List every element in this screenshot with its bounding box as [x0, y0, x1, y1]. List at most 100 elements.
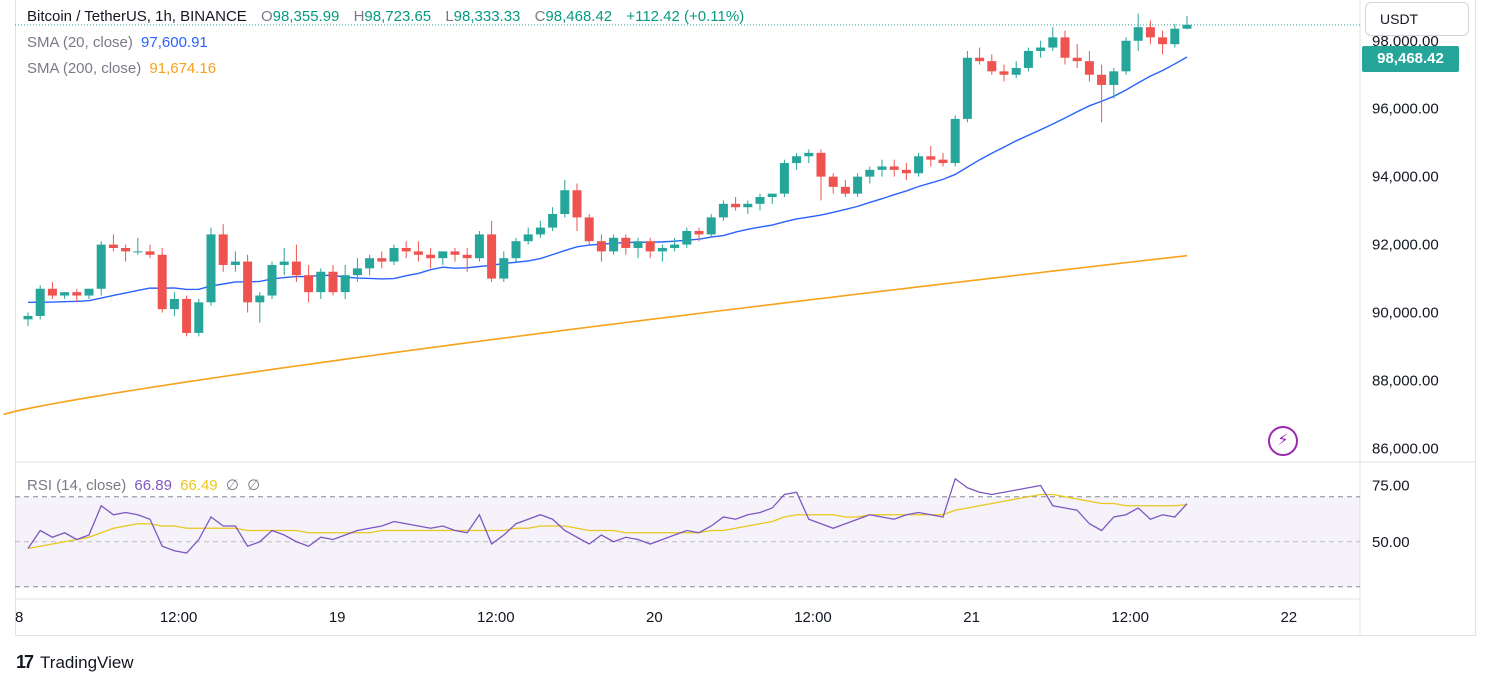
- candle-body: [1133, 27, 1143, 41]
- rsi-extra-2: ∅: [247, 477, 261, 494]
- symbol-name: Bitcoin / TetherUS, 1h, BINANCE: [27, 8, 247, 25]
- sma200-line: [3, 254, 1188, 416]
- open-value: 98,355.99: [272, 8, 340, 25]
- low-key: L: [445, 8, 454, 25]
- candle-body: [133, 251, 143, 253]
- candle-body: [84, 288, 94, 296]
- candle-body: [218, 234, 228, 265]
- candle-body: [182, 298, 192, 333]
- candle-body: [938, 159, 948, 164]
- candle-body: [645, 241, 655, 252]
- candle-body: [474, 234, 484, 259]
- rsi-legend[interactable]: RSI (14, close) 66.89 66.49 ∅ ∅: [27, 476, 264, 494]
- price-tick-label: 86,000.00: [1372, 440, 1439, 457]
- candle-body: [60, 292, 70, 296]
- candle-body: [1072, 57, 1082, 62]
- lightning-bolt-icon[interactable]: ⚡: [1268, 426, 1298, 456]
- candle-body: [72, 292, 82, 296]
- candle-body: [816, 152, 826, 177]
- high-key: H: [353, 8, 365, 25]
- candle-body: [743, 203, 753, 208]
- candle-body: [352, 268, 362, 276]
- sma20-label: SMA (20, close): [27, 34, 133, 51]
- candle-body: [621, 237, 631, 248]
- candle-body: [975, 57, 985, 62]
- candle-body: [96, 244, 106, 289]
- brand-logo[interactable]: 17 TradingView: [16, 652, 134, 673]
- high-value: 98,723.65: [364, 8, 432, 25]
- time-tick-label: 8: [15, 609, 23, 626]
- candle-body: [718, 203, 728, 218]
- candle-body: [1084, 61, 1094, 75]
- candle-body: [682, 231, 692, 245]
- time-tick-label: 19: [329, 609, 346, 626]
- price-tick-label: 96,000.00: [1372, 101, 1439, 118]
- candle-body: [779, 163, 789, 194]
- candle-body: [670, 244, 680, 248]
- candle-body: [987, 61, 997, 72]
- price-tick-label: 90,000.00: [1372, 305, 1439, 322]
- candle-body: [889, 166, 899, 170]
- candle-body: [1145, 27, 1155, 38]
- rsi-label: RSI (14, close): [27, 477, 127, 494]
- candle-body: [999, 71, 1009, 75]
- low-value: 98,333.33: [453, 8, 521, 25]
- symbol-legend: Bitcoin / TetherUS, 1h, BINANCE O98,355.…: [27, 8, 748, 25]
- candle-body: [499, 258, 509, 279]
- candle-body: [1097, 74, 1107, 85]
- candle-body: [206, 234, 216, 303]
- candle-body: [767, 193, 777, 198]
- change-value: +112.42 (+0.11%): [626, 8, 745, 25]
- candle-body: [548, 214, 558, 228]
- candle-body: [365, 258, 375, 269]
- price-tick-label: 88,000.00: [1372, 372, 1439, 389]
- sma20-line: [28, 56, 1188, 304]
- time-tick-label: 21: [963, 609, 980, 626]
- close-key: C: [534, 8, 546, 25]
- candle-body: [609, 237, 619, 252]
- brand-name: TradingView: [40, 652, 134, 672]
- sma200-value: 91,674.16: [149, 60, 217, 77]
- sma20-legend[interactable]: SMA (20, close) 97,600.91: [27, 34, 212, 51]
- tradingview-logo-icon: 17: [16, 652, 34, 672]
- time-tick-label: 12:00: [794, 609, 832, 626]
- candle-body: [169, 298, 179, 310]
- price-tick-label: 98,000.00: [1372, 33, 1439, 50]
- candle-body: [389, 247, 399, 262]
- candle-body: [1011, 67, 1021, 75]
- price-tick-label: 92,000.00: [1372, 237, 1439, 254]
- time-tick-label: 12:00: [160, 609, 198, 626]
- rsi-extra-1: ∅: [225, 477, 239, 494]
- candle-body: [792, 156, 802, 164]
- candle-body: [1121, 40, 1131, 72]
- candle-body: [950, 118, 960, 164]
- rsi-value: 66.89: [134, 477, 172, 494]
- candle-body: [401, 247, 411, 252]
- candle-body: [828, 176, 838, 187]
- sma20-value: 97,600.91: [141, 34, 208, 51]
- time-tick-label: 20: [646, 609, 663, 626]
- candle-body: [450, 251, 460, 255]
- time-tick-label: 12:00: [1111, 609, 1149, 626]
- candle-body: [731, 203, 741, 208]
- candle-body: [657, 247, 667, 252]
- candle-body: [316, 271, 326, 293]
- currency-button[interactable]: USDT: [1365, 2, 1469, 36]
- time-tick-label: 22: [1280, 609, 1297, 626]
- candle-body: [926, 156, 936, 160]
- candle-body: [1182, 24, 1192, 29]
- candle-body: [230, 261, 240, 265]
- sma200-legend[interactable]: SMA (200, close) 91,674.16: [27, 60, 220, 77]
- candle-body: [755, 197, 765, 204]
- candle-body: [962, 57, 972, 119]
- candle-body: [560, 190, 570, 215]
- candle-body: [23, 315, 33, 320]
- candle-body: [1060, 37, 1070, 58]
- candle-body: [1048, 37, 1058, 48]
- candle-body: [243, 261, 253, 303]
- candle-body: [596, 241, 606, 252]
- candle-body: [328, 271, 338, 293]
- candle-body: [694, 231, 704, 235]
- rsi-tick-label: 50.00: [1372, 534, 1410, 551]
